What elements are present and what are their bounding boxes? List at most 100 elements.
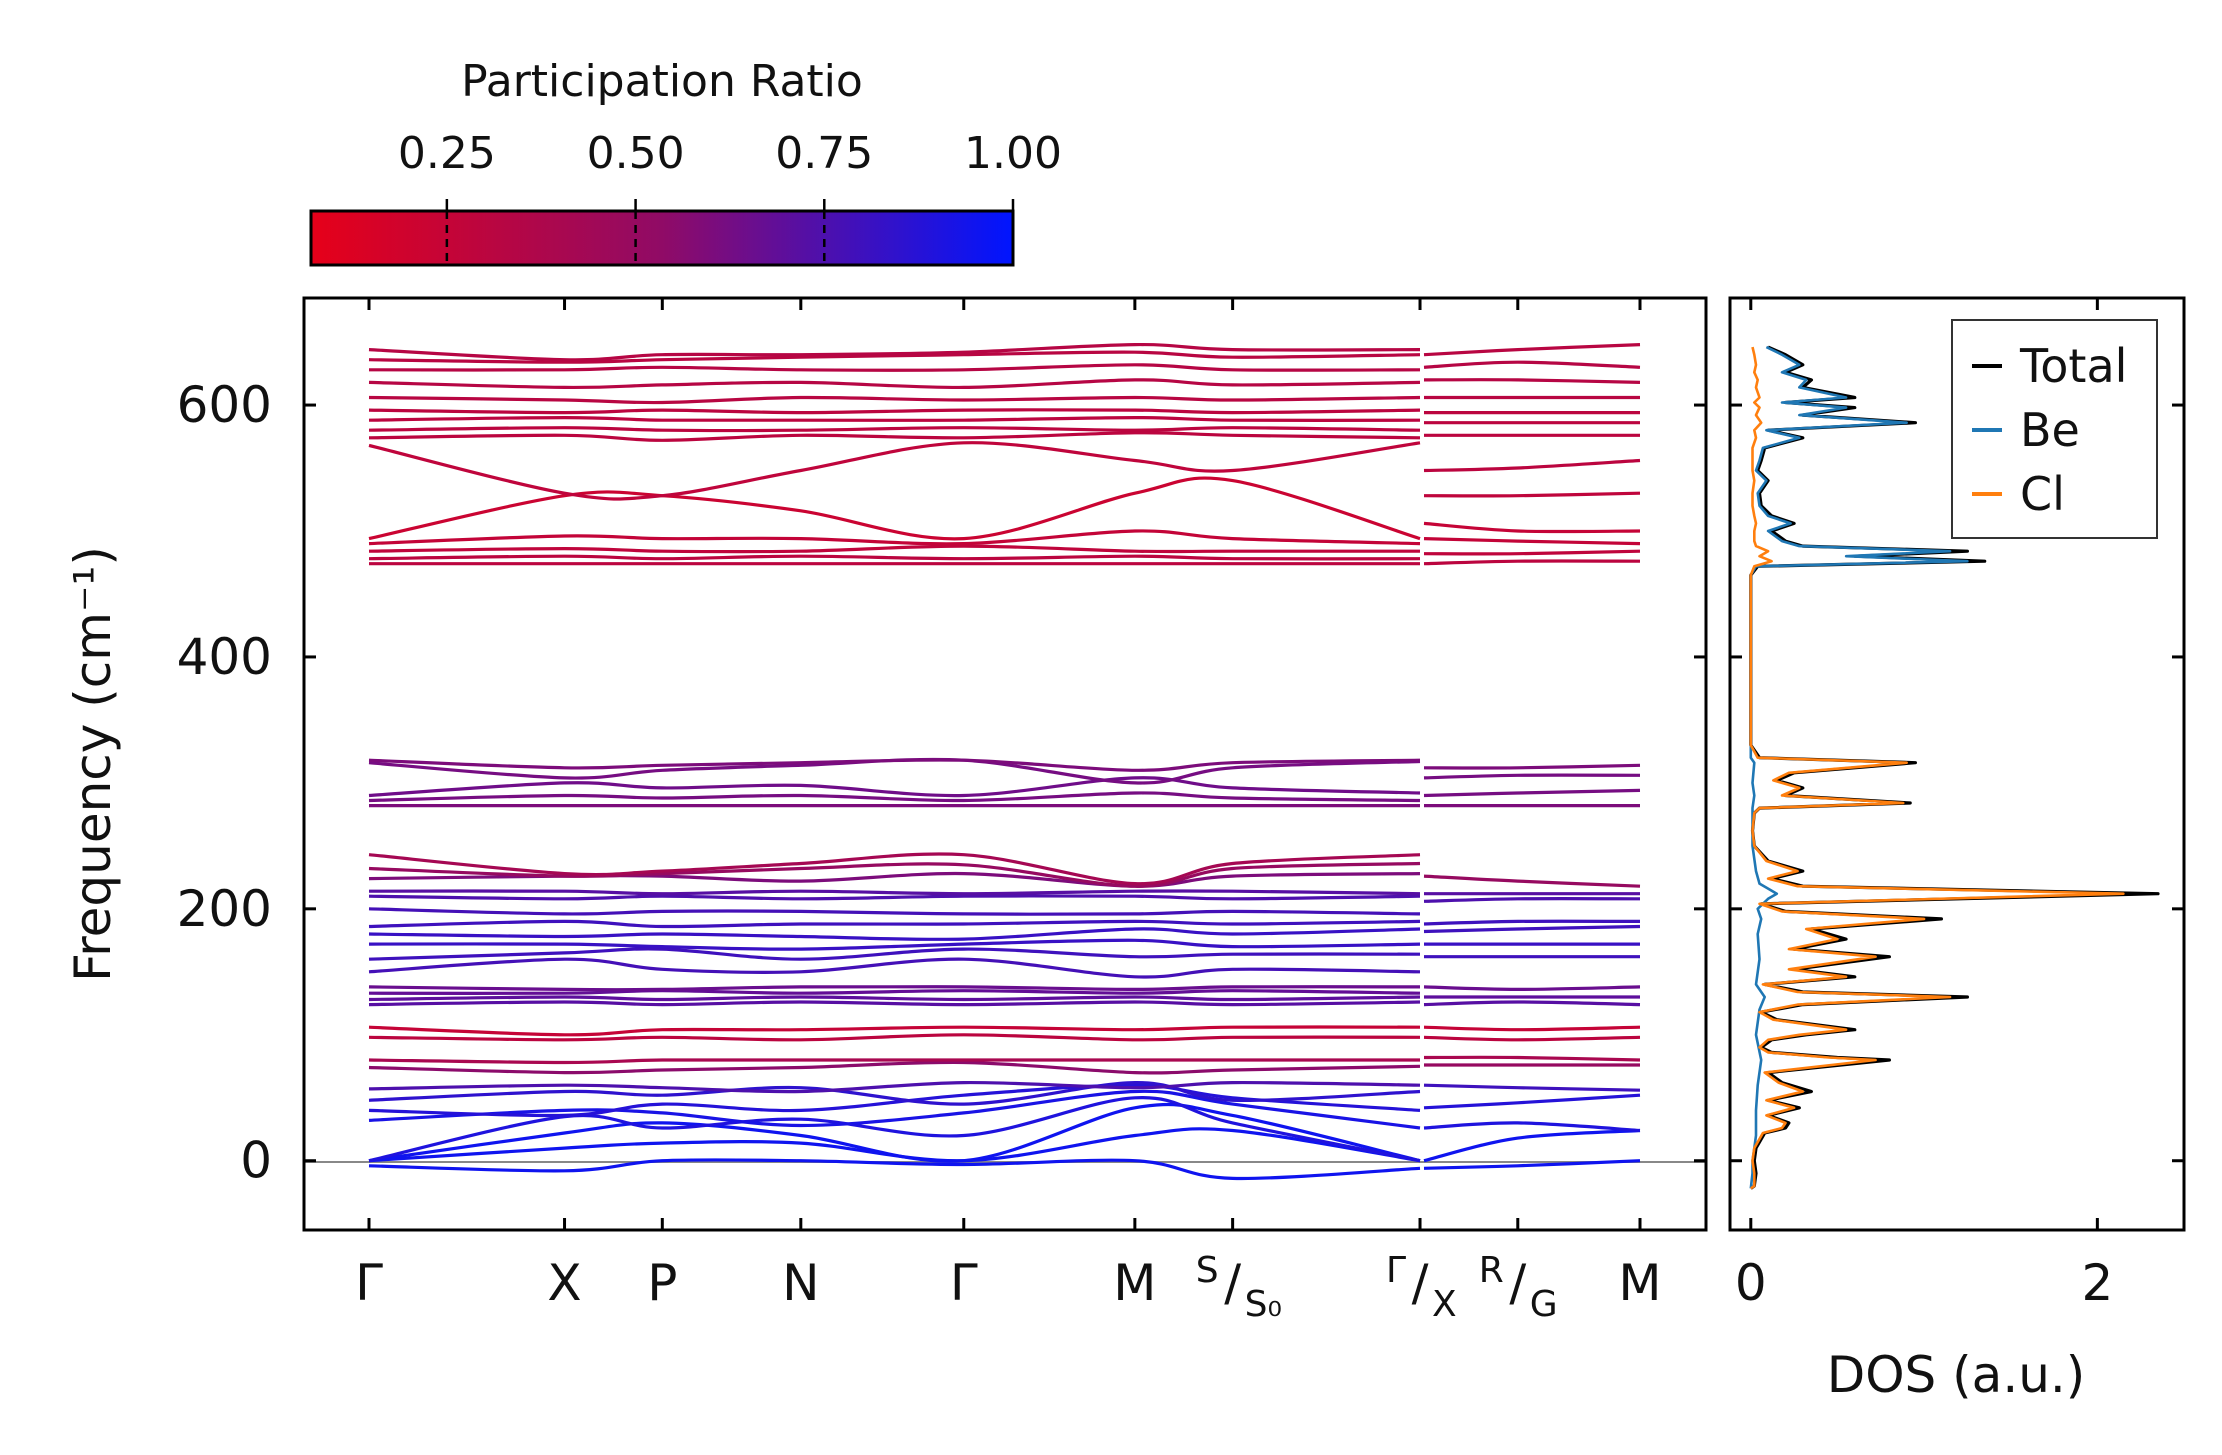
phonon-branch xyxy=(368,350,1421,364)
legend-label-total: Total xyxy=(2019,339,2127,393)
phonon-branch xyxy=(368,995,1421,1002)
dos-x-tick-label: 0 xyxy=(1735,1254,1767,1312)
fraction-denominator: S₀ xyxy=(1245,1284,1282,1325)
colorbar-tick-label: 0.50 xyxy=(587,128,685,179)
colorbar-tick-label: 1.00 xyxy=(964,128,1062,179)
phonon-branch-segment2 xyxy=(1423,773,1641,780)
fraction-numerator: R xyxy=(1479,1250,1504,1291)
phonon-branch xyxy=(368,395,1421,405)
band-x-tick-label-fraction: S / S₀ xyxy=(1196,1250,1282,1325)
fraction-numerator: S xyxy=(1196,1250,1219,1291)
phonon-branch xyxy=(368,363,1421,372)
phonon-branch xyxy=(368,431,1421,442)
phonon-branch-segment2 xyxy=(1423,559,1641,566)
y-tick-label: 400 xyxy=(177,628,272,686)
phonon-branch xyxy=(368,1080,1421,1094)
phonon-branch xyxy=(368,985,1421,992)
phonon-branch xyxy=(368,907,1421,916)
phonon-branch xyxy=(368,1000,1421,1007)
dos-axes-frame xyxy=(1728,296,2186,1232)
phonon-branch xyxy=(368,758,1421,772)
colorbar-tick-label: 0.25 xyxy=(398,128,496,179)
phonon-branch xyxy=(368,1080,1421,1106)
phonon-branch-segment2 xyxy=(1423,1093,1641,1110)
dos-x-tick-label: 2 xyxy=(2081,1254,2113,1312)
phonon-branch-segment2 xyxy=(1423,985,1641,992)
phonon-branch xyxy=(368,441,1421,501)
band-x-tick-label: Γ xyxy=(950,1254,978,1312)
phonon-branch xyxy=(368,938,1421,951)
colorbar-tick-label: 0.75 xyxy=(775,128,873,179)
phonon-branch-segment2 xyxy=(1423,521,1641,534)
colorbar-title: Participation Ratio xyxy=(461,56,863,107)
phonon-branch xyxy=(368,1089,1421,1130)
phonon-branch-segment2 xyxy=(1423,919,1641,926)
band-x-tick-label: X xyxy=(547,1254,581,1312)
y-tick-label: 0 xyxy=(240,1132,272,1190)
phonon-branch-segment2 xyxy=(1423,537,1641,546)
phonon-branch-segment2 xyxy=(1423,763,1641,770)
phonon-branch xyxy=(368,554,1421,561)
phonon-branch-segment2 xyxy=(1423,1055,1641,1062)
y-tick-label: 200 xyxy=(177,880,272,938)
phonon-branch xyxy=(368,776,1421,798)
legend-label-be: Be xyxy=(2020,403,2080,457)
phonon-branch xyxy=(368,476,1421,541)
legend-label-cl: Cl xyxy=(2020,467,2065,521)
phonon-branch xyxy=(368,1025,1421,1037)
phonon-branch xyxy=(368,1158,1421,1181)
phonon-branch-segment2 xyxy=(1423,1121,1641,1133)
dos-x-axis-label: DOS (a.u.) xyxy=(1827,1346,2086,1404)
phonon-branch-segment2 xyxy=(1423,343,1641,357)
phonon-branch xyxy=(368,947,1421,961)
phonon-branch-segment2 xyxy=(1423,360,1641,369)
phonon-branch xyxy=(368,1060,1421,1075)
phonon-branch xyxy=(368,415,1421,422)
phonon-branch xyxy=(368,529,1421,546)
phonon-branch xyxy=(368,791,1421,803)
phonon-branch xyxy=(368,408,1421,415)
phonon-branch xyxy=(368,426,1421,433)
phonon-branch-segment2 xyxy=(1423,896,1641,903)
phonon-branch xyxy=(368,852,1421,886)
phonon-branch-segment2 xyxy=(1423,1025,1641,1032)
phonon-branch-segment2 xyxy=(1423,458,1641,473)
band-x-tick-label: M xyxy=(1618,1254,1661,1312)
phonon-branch xyxy=(368,378,1421,390)
phonon-branch-segment2 xyxy=(1423,788,1641,798)
phonon-branch xyxy=(368,544,1420,554)
phonon-branch-segment2 xyxy=(1423,924,1641,934)
band-axes-frame xyxy=(302,296,1708,1232)
colorbar: Participation Ratio 0.25 0.50 0.75 1.00 xyxy=(309,56,1062,267)
fraction-denominator: X xyxy=(1432,1284,1457,1325)
band-x-tick-label-fraction: Γ / X xyxy=(1386,1250,1457,1325)
phonon-branch-segment2 xyxy=(1423,491,1641,498)
band-x-tick-label: Γ xyxy=(355,1254,383,1312)
phonon-branch xyxy=(368,894,1421,901)
band-y-axis-label: Frequency (cm⁻¹) xyxy=(64,546,122,982)
phonon-branch xyxy=(368,1033,1421,1042)
fraction-slash: / xyxy=(1509,1254,1526,1312)
phonon-branch-segment2 xyxy=(1423,549,1641,556)
phonon-branch-segment2 xyxy=(1423,378,1641,384)
fraction-slash: / xyxy=(1224,1254,1241,1312)
phonon-branch xyxy=(368,1058,1420,1065)
phonon-branch-segment2 xyxy=(1423,1000,1641,1007)
phonon-branch xyxy=(368,1083,1421,1118)
fraction-denominator: G xyxy=(1530,1284,1558,1325)
phonon-branch-segment2 xyxy=(1423,1083,1641,1092)
dos-series-cl xyxy=(1749,346,2125,1190)
band-x-tick-label-fraction: R / G xyxy=(1479,1250,1558,1325)
phonon-branch xyxy=(368,1102,1421,1163)
phonon-branch xyxy=(368,889,1421,896)
phonon-branch xyxy=(368,927,1421,941)
phonon-branch xyxy=(368,957,1421,979)
y-tick-label: 600 xyxy=(177,376,272,434)
phonon-branch-segment2 xyxy=(1423,1128,1641,1163)
dos-panel: 0 2 DOS (a.u.) Total Be Cl xyxy=(1728,296,2186,1404)
phonon-branch-segment2 xyxy=(1423,1035,1641,1042)
colorbar-gradient xyxy=(309,209,1015,267)
band-x-tick-label: P xyxy=(647,1254,677,1312)
